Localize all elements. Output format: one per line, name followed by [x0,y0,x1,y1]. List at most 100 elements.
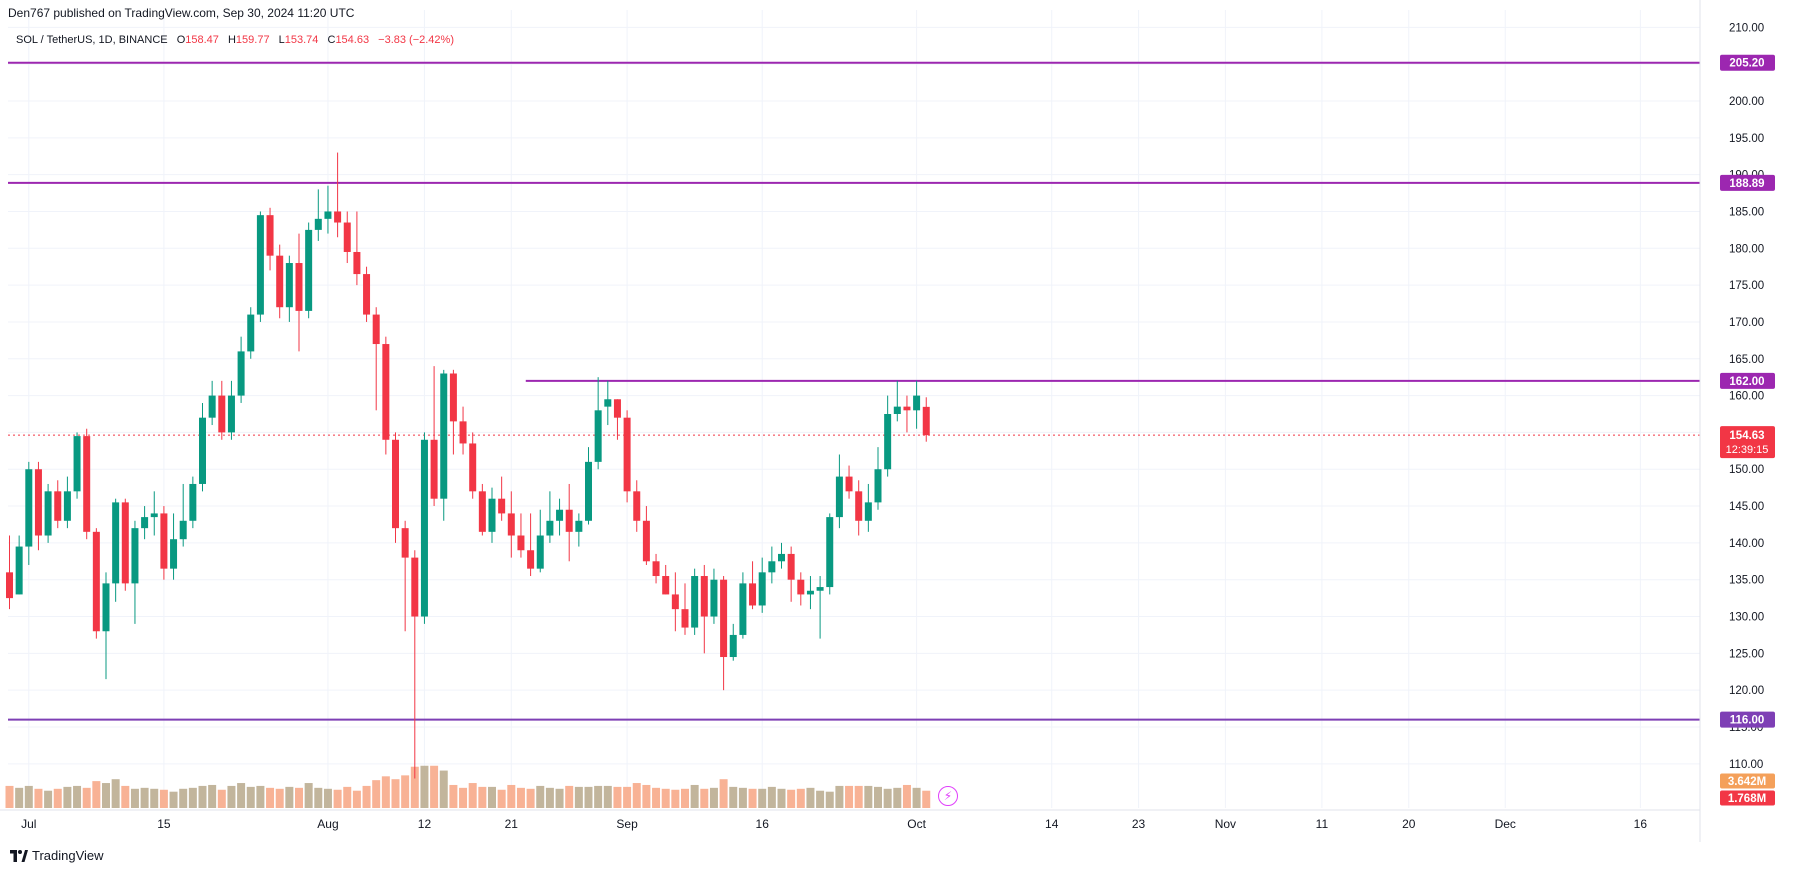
candle-body [382,344,390,440]
candle-body [401,528,409,558]
candle-body [440,373,448,499]
time-tick-label: Jul [21,817,36,831]
candle-body [575,520,583,532]
time-tick-label: Nov [1215,817,1236,831]
candle-body [295,263,303,311]
lightning-icon[interactable]: ⚡ [938,786,958,806]
candle-body [855,491,863,521]
candle-body [170,539,178,569]
time-axis[interactable]: Jul 15 Aug 12 21 Sep 16 Oct 14 23 Nov 11 20 Dec 16 [0,809,1700,831]
candle-body [199,417,206,484]
close-label: C [327,34,336,46]
candle-body [25,469,33,547]
candle-body [83,436,91,532]
time-tick-label: 11 [1316,817,1329,831]
volume-bar [352,790,361,808]
volume-bar [700,788,709,808]
price-tick-label: 180.00 [1729,243,1764,255]
candle-body [633,491,641,521]
volume-bar [922,790,931,808]
volume-bar [874,786,882,808]
volume-bar [825,791,834,808]
candle-body [884,414,892,470]
candle-body [44,491,52,536]
volume-bar [516,787,525,808]
candle-body [237,351,245,396]
volume-bar [130,788,139,808]
volume-bar [401,775,410,808]
candle-body [285,263,293,308]
tradingview-brand[interactable]: TradingView [10,848,104,863]
volume-bar [497,789,506,808]
level-badge [1720,372,1775,389]
volume-bar [642,784,651,808]
low-value: 153.74 [284,34,319,46]
level-badge-label: 205.20 [1729,58,1764,70]
time-tick-label: 15 [157,817,171,831]
volume-bar [690,784,699,808]
volume-bar [729,786,738,808]
volume-bar [565,785,574,808]
candle-body [469,443,477,492]
candle-body [816,587,824,591]
candle-body [797,579,805,595]
volume-bar [82,787,91,808]
candle-body [565,509,573,532]
time-tick-label: 20 [1402,817,1416,831]
price-tick-label: 120.00 [1729,685,1764,697]
candle-body [527,550,535,569]
volume-bar [63,786,72,808]
candle-body [305,229,313,311]
volume-bar [767,786,776,808]
candle-body [826,517,834,588]
candle-body [613,399,621,418]
candle-body [835,476,843,518]
price-tick-label: 135.00 [1729,575,1764,587]
horizontal-levels[interactable] [8,61,1700,721]
candle-body [903,406,911,411]
volume-bar [912,787,921,808]
volume-bar [169,791,178,808]
volume-bar [304,783,313,808]
symbol-name[interactable]: SOL / TetherUS, 1D, BINANCE [16,34,168,46]
volume-bar [777,788,786,808]
volume-bar [44,790,53,808]
time-tick-label: 16 [756,817,770,831]
price-tick-label: 130.00 [1729,612,1764,624]
volume-bar [902,784,911,808]
candle-body [768,561,776,573]
symbol-legend: SOL / TetherUS, 1D, BINANCE O158.47 H159… [16,34,454,46]
candle-body [15,546,23,595]
time-tick-label: Oct [907,817,926,831]
candle-body [498,498,506,514]
volume-bar [613,786,622,808]
candle-body [392,439,399,529]
volume-badge-label: 3.642M [1728,776,1766,788]
volume-bar [758,788,767,808]
volume-bar [536,785,545,808]
candle-body [189,483,197,521]
volume-bar [227,785,236,808]
candle-body [353,251,361,275]
candle-body [913,395,921,411]
volume-bar [266,787,275,808]
level-badge-label: 188.89 [1729,178,1764,190]
candle-body [874,469,882,503]
candle-body [642,520,650,562]
price-tick-label: 200.00 [1729,96,1764,108]
brand-name: TradingView [32,848,104,863]
volume-bar [285,786,294,808]
volume-bar [468,783,477,808]
volume-bar [574,786,583,808]
candle-body [845,476,853,492]
candle-body [102,583,110,632]
level-badge [1720,174,1775,191]
volume-bar [478,786,487,808]
candle-body [507,513,515,536]
volume-bar [661,788,670,808]
candle-body [266,215,274,256]
volume-bar [738,787,747,808]
volume-bar [410,766,419,808]
volume-bar [256,785,265,808]
